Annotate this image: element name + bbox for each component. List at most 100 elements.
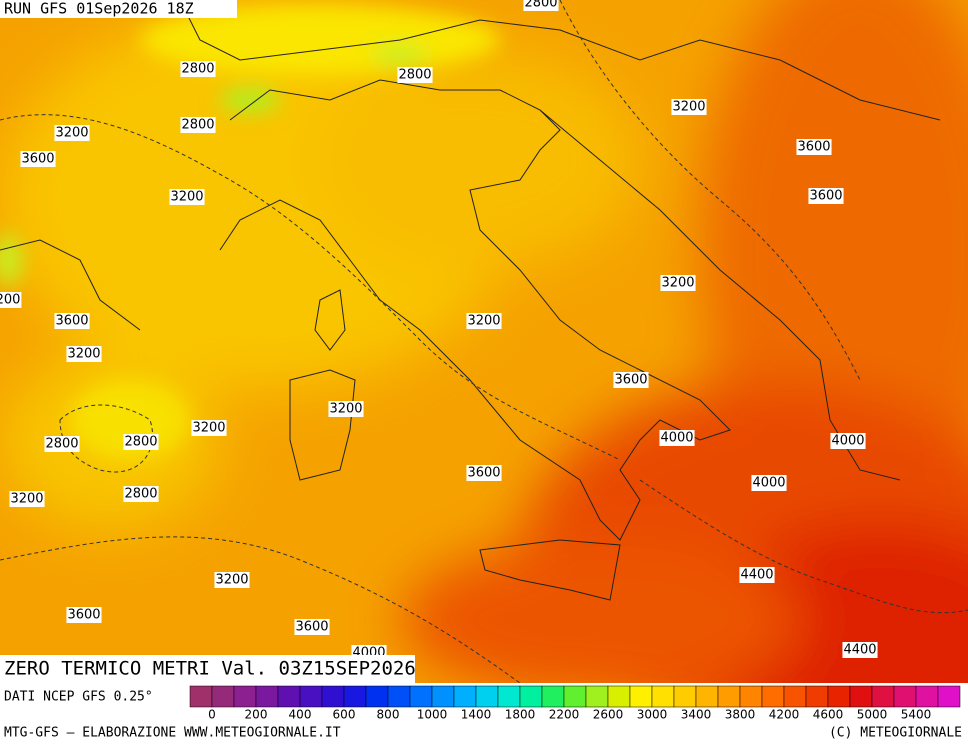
contour-label: 4400 bbox=[843, 643, 876, 658]
contour-label-bg bbox=[66, 607, 102, 623]
contour-label-bg bbox=[54, 125, 90, 141]
contour-label-bg bbox=[191, 420, 227, 436]
color-swatch bbox=[717, 685, 741, 708]
contour-label-bg bbox=[169, 189, 205, 205]
contour-label: 3600 bbox=[809, 189, 842, 204]
contour-label: 3600 bbox=[55, 314, 88, 329]
contour-label: 3600 bbox=[467, 466, 500, 481]
color-swatch bbox=[739, 685, 763, 708]
color-swatch bbox=[277, 685, 301, 708]
contour-label: 3600 bbox=[797, 140, 830, 155]
color-swatch bbox=[475, 685, 499, 708]
contour-label-bg bbox=[830, 433, 866, 449]
contour-label: 3600 bbox=[614, 373, 647, 388]
color-swatch bbox=[871, 685, 895, 708]
contour-label: 200 bbox=[0, 293, 20, 308]
contour-label-bg bbox=[613, 372, 649, 388]
color-swatch bbox=[673, 685, 697, 708]
contour-label-bg bbox=[54, 313, 90, 329]
contour-label: 4400 bbox=[740, 568, 773, 583]
color-swatch bbox=[629, 685, 653, 708]
color-swatch bbox=[805, 685, 829, 708]
legend-tick-label: 1000 bbox=[417, 708, 448, 722]
title-box bbox=[0, 655, 415, 683]
contour-label: 3600 bbox=[67, 608, 100, 623]
color-swatch bbox=[893, 685, 917, 708]
color-swatch bbox=[585, 685, 609, 708]
contour-label: 3200 bbox=[215, 573, 248, 588]
legend-tick-label: 3800 bbox=[725, 708, 756, 722]
contour-label: 4000 bbox=[752, 476, 785, 491]
color-swatch bbox=[519, 685, 543, 708]
legend-tick-label: 3400 bbox=[681, 708, 712, 722]
contour-label: 2800 bbox=[181, 118, 214, 133]
legend-tick-label: 0 bbox=[208, 708, 216, 722]
contour-label-bg bbox=[180, 117, 216, 133]
contour-label: 2800 bbox=[124, 435, 157, 450]
legend-tick-label: 5400 bbox=[901, 708, 932, 722]
legend-tick-label: 2600 bbox=[593, 708, 624, 722]
contour-label-bg bbox=[328, 401, 364, 417]
contour-label-bg bbox=[66, 346, 102, 362]
contour-label: 3200 bbox=[67, 347, 100, 362]
contour-label: 3200 bbox=[170, 190, 203, 205]
legend-tick-label: 200 bbox=[245, 708, 268, 722]
color-swatch bbox=[541, 685, 565, 708]
contour-label: 3200 bbox=[55, 126, 88, 141]
contour-label: 2800 bbox=[181, 62, 214, 77]
color-swatch bbox=[497, 685, 521, 708]
legend-tick-label: 1800 bbox=[505, 708, 536, 722]
contour-label-bg bbox=[44, 436, 80, 452]
color-swatch bbox=[783, 685, 807, 708]
color-swatch bbox=[343, 685, 367, 708]
color-swatch bbox=[387, 685, 411, 708]
legend-tick-label: 1400 bbox=[461, 708, 492, 722]
contour-label-bg bbox=[466, 465, 502, 481]
contour-label: 3600 bbox=[295, 620, 328, 635]
legend-tick-label: 800 bbox=[377, 708, 400, 722]
contour-label-bg bbox=[842, 642, 878, 658]
map-title: ZERO TERMICO METRI Val. 03Z15SEP2026 bbox=[4, 658, 416, 680]
color-swatch bbox=[211, 685, 235, 708]
contour-label: 2800 bbox=[524, 0, 557, 11]
color-swatch bbox=[651, 685, 675, 708]
contour-label-bg bbox=[294, 619, 330, 635]
color-swatch bbox=[915, 685, 939, 708]
legend-tick-label: 4600 bbox=[813, 708, 844, 722]
contour-label-bg bbox=[659, 430, 695, 446]
color-swatch bbox=[563, 685, 587, 708]
color-swatch bbox=[761, 685, 785, 708]
contour-label: 3600 bbox=[21, 152, 54, 167]
color-swatch bbox=[849, 685, 873, 708]
contour-label-bg bbox=[671, 99, 707, 115]
color-swatch bbox=[827, 685, 851, 708]
color-swatch bbox=[365, 685, 389, 708]
color-swatch bbox=[607, 685, 631, 708]
contour-label: 3200 bbox=[329, 402, 362, 417]
legend-tick-label: 600 bbox=[333, 708, 356, 722]
contour-label-bg bbox=[751, 475, 787, 491]
contour-label: 3200 bbox=[467, 314, 500, 329]
data-source: DATI NCEP GFS 0.25° bbox=[4, 690, 153, 705]
color-swatch bbox=[409, 685, 433, 708]
contour-label: 2800 bbox=[45, 437, 78, 452]
contour-label-bg bbox=[180, 61, 216, 77]
contour-label-bg bbox=[796, 139, 832, 155]
color-swatch bbox=[233, 685, 257, 708]
legend-tick-label: 400 bbox=[289, 708, 312, 722]
contour-label-bg bbox=[660, 275, 696, 291]
contour-label-bg bbox=[20, 151, 56, 167]
color-swatch bbox=[321, 685, 345, 708]
color-swatch bbox=[695, 685, 719, 708]
color-swatch bbox=[431, 685, 455, 708]
contour-label: 4000 bbox=[831, 434, 864, 449]
contour-label-bg bbox=[0, 292, 22, 308]
contour-label: 3200 bbox=[192, 421, 225, 436]
legend-tick-label: 2200 bbox=[549, 708, 580, 722]
contour-label-bg bbox=[123, 434, 159, 450]
contour-label-bg bbox=[523, 0, 559, 11]
contour-label-bg bbox=[397, 67, 433, 83]
